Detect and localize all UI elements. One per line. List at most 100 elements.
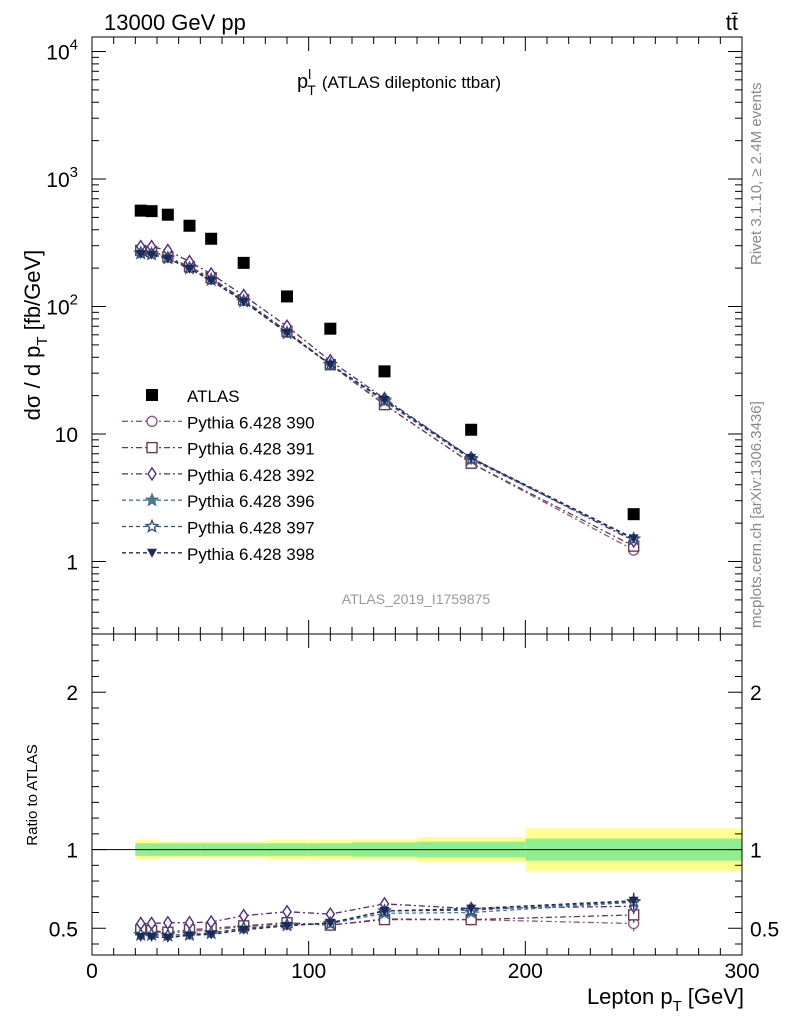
ratio-data-point [162,933,173,943]
legend-item: Pythia 6.428 397 [122,519,315,538]
main-title-rest: (ATLAS dileptonic ttbar) [322,73,501,92]
main-title-main: p [297,71,308,93]
main-title-sup: l [308,66,311,82]
header-energy-label: 13000 GeV pp [104,10,246,35]
main-y-tick-label-exp: 4 [70,37,78,54]
main-data-point [134,204,147,217]
main-y-axis-label-sub: T [34,336,51,345]
main-data-point [238,297,249,307]
legend-marker [144,492,160,507]
legend-marker [146,415,158,427]
main-title-sub: T [307,82,316,98]
header-process-label: tt̄ [726,10,738,35]
ratio-data-point [184,931,195,941]
main-data-point [237,256,250,269]
legend-label: ATLAS [187,387,240,406]
main-y-tick-label-exp: 3 [70,164,78,181]
legend-item: ATLAS [146,387,240,406]
main-y-tick-label: 102 [46,292,78,320]
analysis-watermark: ATLAS_2019_I1759875 [342,591,491,607]
legend-label: Pythia 6.428 392 [187,466,315,485]
main-data-point [161,208,174,221]
main-data-point [205,232,218,245]
main-data-point [628,534,639,544]
main-y-tick-label-base: 10 [46,169,69,192]
ratio-series-2 [135,896,639,931]
legend-label: Pythia 6.428 390 [187,413,315,432]
main-y-axis-label-main: dσ / d p [20,346,45,421]
legend-item: Pythia 6.428 398 [122,545,315,564]
ratio-panel: 0.5 0.5 1 1 2 2 0 100 200 300 Ratio to ATLAS Lept… [24,633,779,1015]
main-y-axis-label-rest: [fb/GeV] [20,250,45,331]
x-tick-label: 100 [291,960,326,983]
ratio-data-point [282,904,292,919]
main-data-point [183,219,196,232]
ratio-data-point [146,932,157,942]
legend-item: Pythia 6.428 391 [122,440,315,459]
main-data-point [146,250,157,260]
ratio-data-point [466,904,477,914]
ratio-data-point [238,908,249,923]
ratio-y-tick-label: 0.5 [49,918,78,941]
ratio-data-point [206,930,217,940]
main-data-point [465,423,478,436]
legend-label: Pythia 6.428 396 [187,492,315,511]
ratio-data-point [135,932,146,942]
ratio-data-point [379,906,390,916]
main-y-tick-label: 10 [55,424,78,447]
main-data-point [145,205,158,218]
main-series-6 [135,250,639,544]
x-tick-label: 300 [724,960,759,983]
ratio-data-point [282,921,292,931]
ratio-data-point [628,896,639,906]
x-axis-label-sub: T [673,998,682,1015]
main-data-point [325,360,336,370]
ratio-y-tick-label-right: 0.5 [750,918,779,941]
main-y-tick-label-base: 10 [46,42,69,65]
legend: ATLAS Pythia 6.428 390 Pythia 6.428 391 Pyt… [122,387,315,564]
main-y-axis-label: dσ / d pT [fb/GeV] [20,250,51,421]
ratio-data-point [238,925,249,935]
main-data-point [184,264,195,274]
legend-item: Pythia 6.428 396 [122,492,315,511]
x-axis-label-main: Lepton p [587,984,673,1009]
rivet-version-label: Rivet 3.1.10, ≥ 2.4M events [748,83,765,266]
ratio-frame [91,633,743,956]
main-data-point [378,365,391,378]
x-axis-label-rest: [GeV] [688,984,744,1009]
main-data-point [627,508,640,521]
main-data-point [282,328,292,338]
main-data-point [324,322,337,335]
main-y-tick-label-base: 10 [46,297,69,320]
legend-item: Pythia 6.428 390 [122,413,315,432]
legend-label: Pythia 6.428 391 [187,440,315,459]
ratio-y-axis-label: Ratio to ATLAS [24,744,41,845]
ratio-series-5 [135,892,639,943]
legend-marker [144,518,160,533]
main-data-point [206,276,217,286]
ratio-y-tick-label-right: 2 [750,682,762,705]
ratio-data-point [325,918,336,928]
main-y-tick-label-base: 1 [66,552,78,575]
main-data-point [135,250,146,260]
ratio-y-tick-label-right: 1 [750,840,762,863]
main-y-tick-label-base: 10 [55,424,78,447]
mcplots-label: mcplots.cern.ch [arXiv:1306.3436] [748,401,765,628]
main-title: pl T (ATLAS dileptonic ttbar) [297,66,501,98]
main-y-tick-label: 1 [66,552,78,575]
legend-label: Pythia 6.428 398 [187,545,315,564]
main-data-point [379,395,390,405]
x-tick-label: 0 [86,960,98,983]
ratio-series-line [140,900,634,939]
main-data-point [281,290,293,303]
x-tick-label: 200 [508,960,543,983]
legend-marker [146,441,158,454]
legend-marker [147,548,157,558]
ratio-y-tick-label: 2 [66,682,78,705]
main-y-tick-label: 103 [46,164,78,192]
main-y-tick-label-exp: 2 [70,292,78,309]
legend-label: Pythia 6.428 397 [187,519,315,538]
legend-marker [146,389,158,401]
